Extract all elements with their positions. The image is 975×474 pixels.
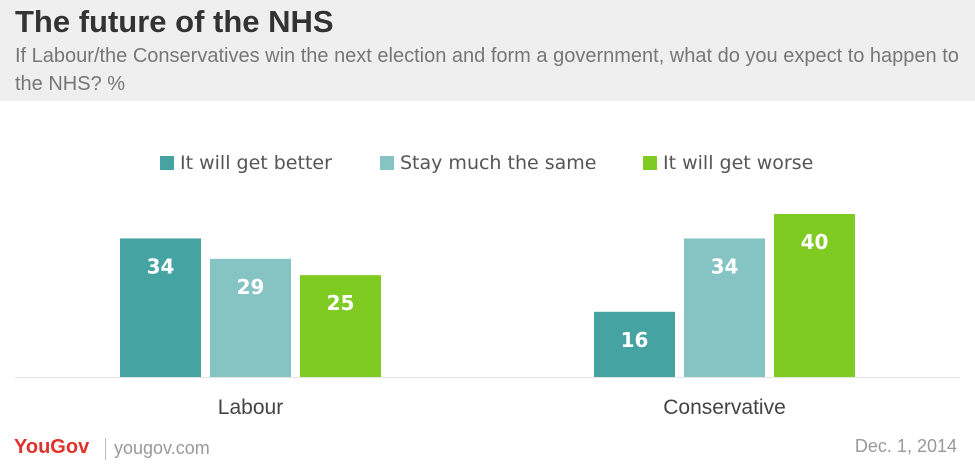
data-label-conservative-better: 16 xyxy=(621,328,649,352)
category-label-conservative: Conservative xyxy=(663,396,786,419)
bar-labour-same xyxy=(210,258,291,377)
data-label-labour-better: 34 xyxy=(147,254,175,278)
data-label-labour-worse: 25 xyxy=(327,291,355,315)
legend: It will get better Stay much the same It… xyxy=(0,150,975,176)
data-label-conservative-worse: 40 xyxy=(801,230,829,254)
legend-swatch-same xyxy=(380,156,394,170)
chart-subtitle: If Labour/the Conservatives win the next… xyxy=(15,45,959,95)
legend-swatch-better xyxy=(160,156,174,170)
chart-title: The future of the NHS xyxy=(15,4,334,39)
bar-conservative-same xyxy=(684,238,765,377)
yougov-logo: YouGov xyxy=(14,436,90,458)
data-label-labour-same: 29 xyxy=(237,275,265,299)
bar-labour-better xyxy=(120,238,201,377)
bar-conservative-better xyxy=(594,311,675,377)
legend-swatch-worse xyxy=(643,156,657,170)
data-label-conservative-same: 34 xyxy=(711,254,739,278)
legend-label-better: It will get better xyxy=(180,152,332,174)
category-label-labour: Labour xyxy=(218,396,283,419)
bar-labour-worse xyxy=(300,275,381,377)
footer-divider xyxy=(105,438,106,460)
header-band: The future of the NHS If Labour/the Cons… xyxy=(0,0,975,101)
footer-site: yougov.com xyxy=(114,438,210,458)
legend-label-same: Stay much the same xyxy=(400,152,597,174)
bar-conservative-worse xyxy=(774,214,855,377)
legend-label-worse: It will get worse xyxy=(663,152,814,174)
footer-date: Dec. 1, 2014 xyxy=(854,436,957,456)
